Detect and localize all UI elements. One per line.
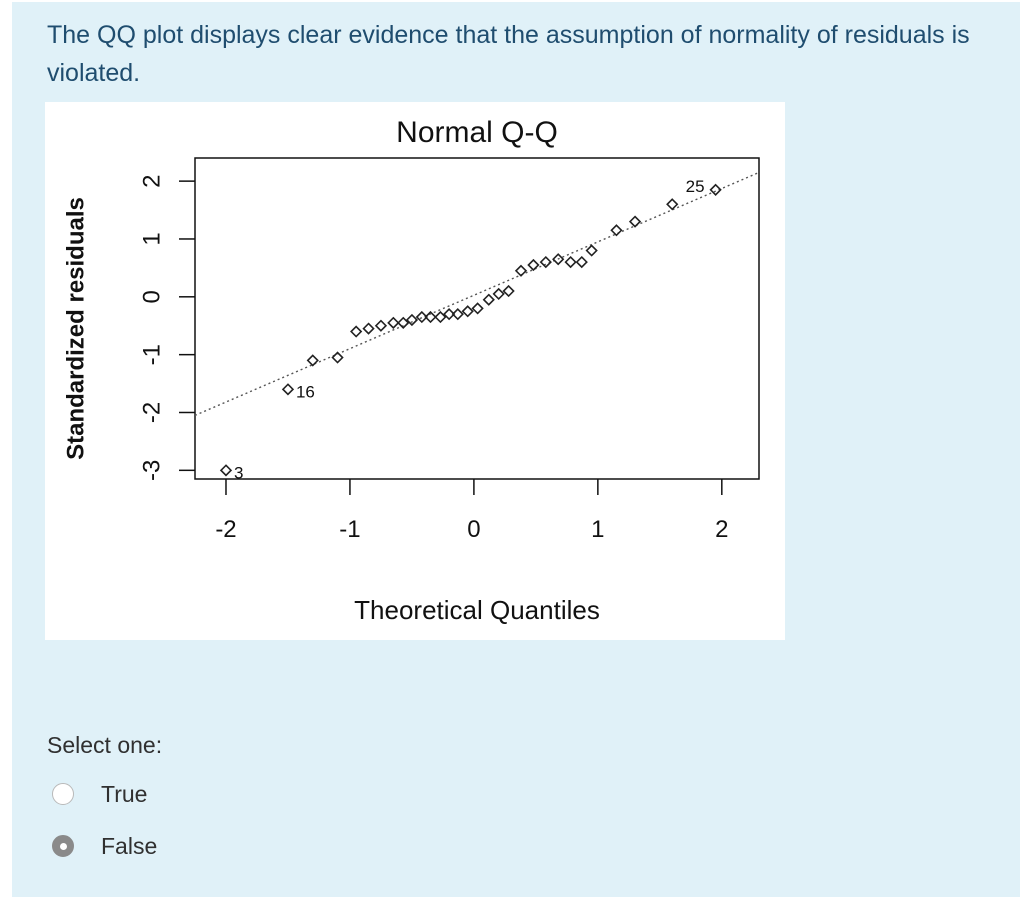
data-point xyxy=(514,264,528,277)
data-point xyxy=(585,244,598,257)
option-false[interactable]: False xyxy=(52,831,157,861)
data-point xyxy=(387,316,400,329)
data-point xyxy=(350,325,363,338)
data-point xyxy=(610,224,623,237)
reference-line xyxy=(194,171,760,417)
data-point xyxy=(666,198,679,211)
data-point xyxy=(471,302,484,315)
data-point xyxy=(306,354,319,367)
data-point xyxy=(405,313,419,327)
x-tick-label: 1 xyxy=(591,516,604,543)
data-point xyxy=(397,316,410,329)
data-point xyxy=(709,183,722,196)
qq-plot-figure: Normal Q-Q -2 -1 0 1 2 -3 -2 -1 0 1 2 Theoretical Qu… xyxy=(45,102,785,640)
plot-frame xyxy=(194,157,760,480)
data-point xyxy=(502,284,515,298)
point-label: 16 xyxy=(296,382,315,401)
option-true[interactable]: True xyxy=(52,779,147,809)
data-point xyxy=(539,255,552,269)
radio-true[interactable] xyxy=(52,783,74,805)
y-tick-label: -3 xyxy=(138,460,165,481)
radio-false[interactable] xyxy=(52,835,74,857)
question-text: The QQ plot displays clear evidence that… xyxy=(47,21,970,87)
data-point xyxy=(424,310,437,324)
y-tick-label: 1 xyxy=(138,232,165,245)
data-point xyxy=(482,293,495,306)
y-tick-label: 2 xyxy=(138,174,165,187)
x-tick-label: -1 xyxy=(339,516,360,543)
data-point xyxy=(628,215,642,228)
data-point xyxy=(461,305,474,318)
x-axis-label: Theoretical Quantiles xyxy=(354,595,600,625)
y-tick-label: 0 xyxy=(138,290,165,303)
y-tick-label: -2 xyxy=(138,402,165,423)
option-true-label: True xyxy=(101,780,148,807)
data-point xyxy=(434,310,447,324)
data-point xyxy=(492,287,505,301)
data-point xyxy=(575,255,588,269)
option-false-label: False xyxy=(101,832,158,859)
data-point xyxy=(442,308,456,321)
data-point xyxy=(331,351,344,364)
data-point xyxy=(564,255,577,269)
x-tick-label: -2 xyxy=(215,516,236,543)
data-point xyxy=(451,308,464,321)
data-point xyxy=(552,253,565,266)
data-point xyxy=(281,383,295,396)
point-label: 25 xyxy=(686,177,705,196)
data-point xyxy=(415,310,428,324)
data-point xyxy=(219,464,233,477)
chart-title: Normal Q-Q xyxy=(396,116,558,149)
data-point xyxy=(527,258,540,272)
qq-plot-chart: Normal Q-Q -2 -1 0 1 2 -3 -2 -1 0 1 2 Theoretical Qu… xyxy=(62,116,760,625)
point-label: 3 xyxy=(234,463,243,482)
y-tick-label: -1 xyxy=(138,344,165,365)
data-point xyxy=(362,322,375,335)
data-point xyxy=(374,319,388,332)
x-tick-label: 0 xyxy=(467,516,480,543)
select-one-label: Select one: xyxy=(47,732,163,758)
x-tick-label: 2 xyxy=(715,516,728,543)
y-axis-label: Standardized residuals xyxy=(62,197,89,460)
